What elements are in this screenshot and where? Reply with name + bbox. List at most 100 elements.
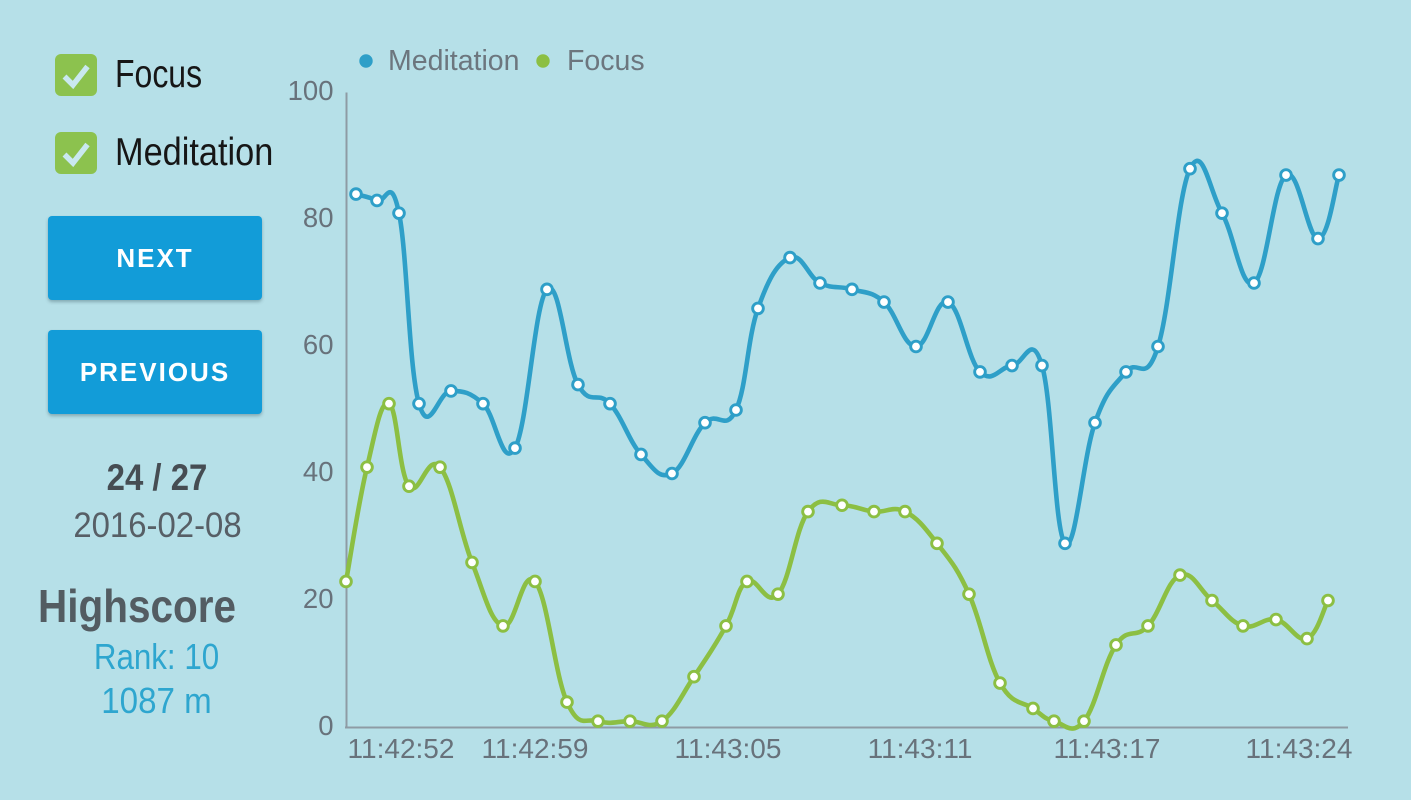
focus-point xyxy=(1321,593,1335,608)
meditation-point xyxy=(665,466,679,481)
y-tick-label: 20 xyxy=(303,583,334,614)
focus-checkbox-label: Focus xyxy=(115,53,203,96)
legend-dot-meditation xyxy=(359,54,373,68)
meditation-point xyxy=(1058,536,1072,551)
next-button[interactable]: NEXT xyxy=(48,216,262,300)
focus-point xyxy=(1236,619,1250,633)
focus-point xyxy=(433,460,447,474)
checkmark-icon xyxy=(62,142,90,168)
focus-point xyxy=(496,619,510,633)
legend-dot-focus xyxy=(536,54,550,68)
focus-point xyxy=(1141,619,1155,633)
focus-point xyxy=(1077,714,1091,728)
focus-checkbox-row: Focus xyxy=(55,54,221,96)
meditation-point xyxy=(813,276,827,290)
meditation-point xyxy=(476,396,490,411)
focus-point xyxy=(623,714,637,728)
highscore-distance: 1087 m xyxy=(101,680,212,721)
meditation-checkbox-label: Meditation xyxy=(115,131,274,174)
focus-point xyxy=(1026,701,1040,716)
x-tick-label: 11:42:52 xyxy=(348,733,455,764)
meditation-point xyxy=(973,365,987,379)
focus-point xyxy=(930,536,944,551)
meditation-point xyxy=(412,396,426,411)
meditation-point xyxy=(603,396,617,411)
focus-point xyxy=(655,714,669,728)
focus-point xyxy=(1205,593,1219,608)
y-tick-label: 100 xyxy=(288,75,334,106)
x-tick-label: 11:43:11 xyxy=(868,733,973,764)
meditation-point xyxy=(941,295,955,309)
meditation-point xyxy=(1215,206,1229,220)
meditation-point xyxy=(370,193,384,208)
focus-point xyxy=(771,587,785,601)
focus-point xyxy=(962,587,976,601)
highscore-rank: Rank: 10 xyxy=(93,636,220,677)
focus-point xyxy=(1047,714,1061,728)
focus-point xyxy=(339,574,353,589)
meditation-point xyxy=(1183,161,1197,176)
meditation-point xyxy=(1247,276,1261,290)
focus-point xyxy=(835,498,849,513)
y-tick-label: 40 xyxy=(303,456,334,487)
checkmark-icon xyxy=(62,64,90,90)
focus-point xyxy=(1269,612,1283,627)
session-date: 2016-02-08 xyxy=(73,506,242,545)
focus-checkbox[interactable] xyxy=(55,54,97,96)
x-tick-label: 11:43:17 xyxy=(1054,733,1161,764)
session-index: 24 / 27 xyxy=(106,457,208,498)
x-tick-label: 11:42:59 xyxy=(482,733,589,764)
meditation-point xyxy=(1035,358,1049,373)
focus-point xyxy=(465,555,479,570)
meditation-point xyxy=(1119,365,1133,379)
meditation-point xyxy=(751,301,765,316)
focus-point xyxy=(898,504,912,519)
focus-point xyxy=(528,574,542,589)
meditation-point xyxy=(845,282,859,297)
meditation-point xyxy=(1151,339,1165,354)
meditation-point xyxy=(1279,168,1293,182)
previous-button[interactable]: PREVIOUS xyxy=(48,330,262,414)
y-tick-label: 60 xyxy=(303,329,334,360)
x-tick-label: 11:43:24 xyxy=(1246,733,1353,764)
meditation-point xyxy=(634,447,648,462)
focus-point xyxy=(687,669,701,684)
focus-point xyxy=(867,504,881,519)
meditation-point xyxy=(349,187,363,201)
highscore-title: Highscore xyxy=(38,580,236,632)
meditation-point xyxy=(729,403,743,417)
focus-point xyxy=(719,619,733,633)
focus-point xyxy=(382,396,396,411)
meditation-point xyxy=(571,377,585,392)
focus-point xyxy=(402,479,416,494)
focus-line xyxy=(343,401,1331,731)
meditation-point xyxy=(444,384,458,398)
meditation-point xyxy=(1332,168,1346,182)
focus-point xyxy=(740,574,754,589)
meditation-point xyxy=(392,206,406,220)
focus-point xyxy=(1300,631,1314,646)
meditation-point xyxy=(1088,415,1102,430)
meditation-checkbox[interactable] xyxy=(55,132,97,174)
meditation-point xyxy=(909,339,923,354)
focus-point xyxy=(1173,568,1187,582)
focus-point xyxy=(993,676,1007,690)
meditation-checkbox-row: Meditation xyxy=(55,132,295,174)
meditation-point xyxy=(508,441,522,455)
meditation-point xyxy=(877,295,891,309)
focus-point xyxy=(360,460,374,474)
meditation-line xyxy=(353,158,1342,547)
y-tick-label: 0 xyxy=(318,710,333,741)
focus-point xyxy=(1109,638,1123,652)
meditation-point xyxy=(540,282,554,297)
meditation-point xyxy=(698,415,712,430)
legend-label-focus: Focus xyxy=(567,45,645,77)
meditation-point xyxy=(783,250,797,265)
focus-point xyxy=(591,714,605,728)
legend-label-meditation: Meditation xyxy=(388,45,520,77)
y-tick-label: 80 xyxy=(303,202,334,233)
meditation-point xyxy=(1311,231,1325,246)
x-tick-label: 11:43:05 xyxy=(675,733,782,764)
